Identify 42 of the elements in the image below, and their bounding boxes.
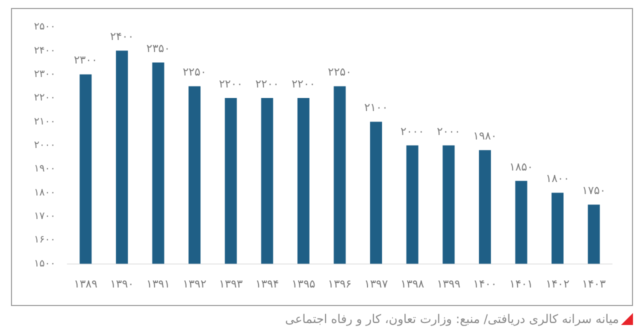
data-label: ۲۰۰۰ [436,124,460,138]
data-label: ۱۸۰۰ [546,172,570,186]
data-label: ۲۲۰۰ [292,77,316,90]
data-label: ۱۷۵۰ [582,184,606,197]
data-label: ۲۴۰۰ [110,30,134,44]
data-label: ۱۹۸۰ [473,129,497,142]
data-label: ۲۰۰۰ [400,124,424,138]
y-tick-label: ۱۹۰۰ [34,164,56,175]
data-label: ۲۲۰۰ [255,77,279,90]
x-tick-label: ۱۴۰۲ [546,277,570,290]
x-tick-label: ۱۳۹۴ [255,277,280,290]
y-tick-label: ۲۳۰۰ [34,68,56,80]
y-tick-label: ۱۸۰۰ [34,187,56,198]
data-label: ۲۲۵۰ [182,66,206,79]
x-tick-label: ۱۴۰۱ [509,277,534,290]
y-tick-label: ۲۵۰۰ [34,22,56,33]
data-label: ۲۲۰۰ [219,77,243,90]
x-tick-label: ۱۳۹۹ [436,277,461,290]
data-label: ۲۲۵۰ [328,66,352,79]
y-tick-label: ۱۷۰۰ [34,211,56,222]
y-tick-label: ۲۱۰۰ [34,116,56,128]
x-tick-label: ۱۳۹۶ [328,277,352,290]
y-tick-label: ۱۵۰۰ [34,258,56,270]
y-tick-label: ۱۶۰۰ [34,234,56,246]
data-label: ۲۳۰۰ [74,54,98,67]
x-tick-label: ۱۴۰۳ [582,277,606,290]
text: میانه سرانه کالری دریافتی/ منبع: وزارت تعاون، کار و رفاه اجتماعی [285,312,619,326]
x-tick-label: ۱۴۰۰ [473,277,497,290]
x-tick-label: ۱۳۹۸ [400,277,424,290]
x-tick-label: ۱۳۹۲ [182,277,206,290]
data-label: ۱۸۵۰ [509,160,534,174]
x-tick-label: ۱۳۸۹ [74,277,98,290]
x-tick-label: ۱۳۹۳ [219,277,243,290]
y-tick-label: ۲۰۰۰ [34,140,56,151]
x-tick-label: ۱۳۹۵ [292,277,316,290]
y-tick-label: ۲۴۰۰ [34,45,56,56]
data-label: ۲۱۰۰ [364,101,388,114]
x-tick-label: ۱۳۹۱ [146,277,170,290]
x-tick-label: ۱۳۹۰ [110,277,134,290]
data-label: ۲۳۵۰ [146,42,170,55]
y-tick-label: ۲۲۰۰ [34,92,56,104]
x-tick-label: ۱۳۹۷ [364,277,388,290]
